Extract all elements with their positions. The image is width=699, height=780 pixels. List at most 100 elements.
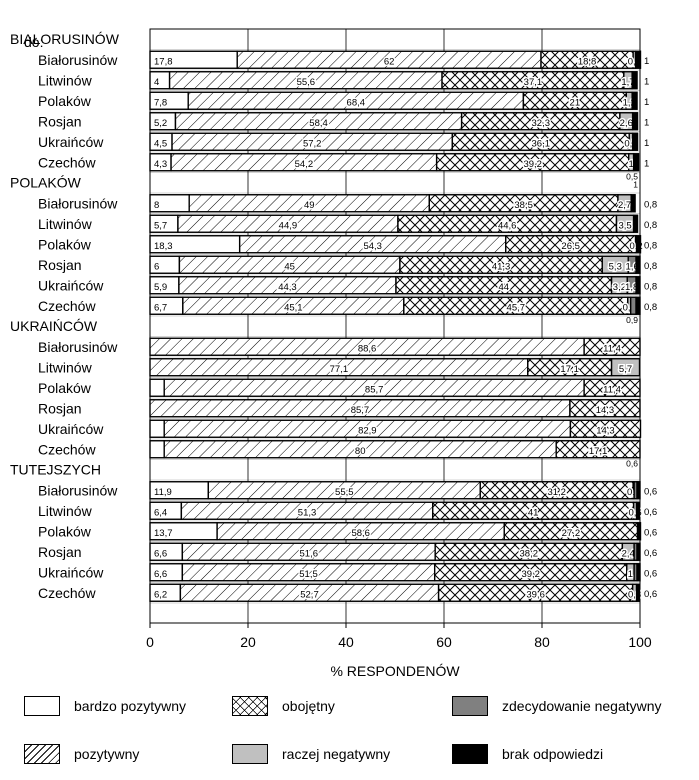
bar-segment <box>636 522 642 541</box>
segment-label: 4,5 <box>154 138 167 149</box>
bar-segment <box>631 132 639 151</box>
segment-label: 45,7 <box>507 302 526 313</box>
category-label: Litwinów <box>38 503 93 519</box>
legend-label: raczej negatywny <box>282 746 391 762</box>
right-label: 1 <box>644 97 649 108</box>
segment-label: 58,6 <box>351 528 370 539</box>
segment-label: 55,6 <box>297 77 316 88</box>
group-label: TUTEJSZYCH <box>10 462 101 478</box>
bar-segment <box>635 296 641 315</box>
category-label: Litwinów <box>38 359 93 375</box>
segment-label: 1 <box>629 159 634 170</box>
segment-label: 85,7 <box>365 384 384 395</box>
category-label: Polaków <box>38 93 92 109</box>
segment-label: 2,4 <box>622 548 635 559</box>
legend-swatch-dark-gray <box>452 696 488 716</box>
legend-item-raczej-negatywny: raczej negatywny <box>232 744 390 764</box>
segment-label: 6,7 <box>154 302 167 313</box>
x-tick-label: 80 <box>534 634 550 650</box>
segment-label: 41,3 <box>492 261 511 272</box>
x-tick-label: 0 <box>146 634 154 650</box>
segment-label: 14,3 <box>596 405 615 416</box>
segment-label: 11,4 <box>603 384 621 395</box>
segment-label: 37,1 <box>524 77 543 88</box>
legend-item-zdecydowanie-negatywny: zdecydowanie negatywny <box>452 696 662 716</box>
segment-label: 80 <box>355 446 366 457</box>
right-label: 1 <box>644 158 649 169</box>
right-label: 0,6 <box>644 486 657 497</box>
segment-label: 51,6 <box>300 548 319 559</box>
segment-label: 5,2 <box>154 118 167 129</box>
segment-label: 57,2 <box>303 138 322 149</box>
segment-label: 11,9 <box>154 487 172 498</box>
segment-label: 38,2 <box>520 548 539 559</box>
segment-label: 85,7 <box>351 405 370 416</box>
segment-label: 52,7 <box>300 589 319 600</box>
x-tick-label: 60 <box>436 634 452 650</box>
segment-label: 18,8 <box>578 56 597 67</box>
category-label: Białorusinów <box>38 482 118 498</box>
segment-label: 77,1 <box>330 364 349 375</box>
segment-label: 68,4 <box>347 97 366 108</box>
bar-segment <box>555 440 641 459</box>
segment-label: 39,2 <box>521 569 540 580</box>
segment-label: 5,9 <box>154 282 167 293</box>
bar-segment <box>632 153 640 172</box>
corner-label: 0,5 <box>626 172 638 182</box>
bar-segment <box>636 481 641 500</box>
segment-label: 6,4 <box>154 507 167 518</box>
segment-label: 88,6 <box>358 343 377 354</box>
bar-segment <box>149 378 165 397</box>
legend-item-obojetny: obojętny <box>232 696 335 716</box>
segment-label: 45 <box>284 261 295 272</box>
segment-label: 32,3 <box>532 118 551 129</box>
segment-label: 17,1 <box>589 446 608 457</box>
right-label: 1 <box>644 76 649 87</box>
chart-header-label: do: <box>24 34 43 50</box>
segment-label: 44,3 <box>278 282 297 293</box>
category-label: Ukraińców <box>38 564 104 580</box>
segment-label: 6 <box>154 261 159 272</box>
segment-label: 2,7 <box>618 200 631 211</box>
category-label: Czechów <box>38 154 96 170</box>
bar-segment <box>634 50 642 69</box>
legend-swatch-black <box>452 744 488 764</box>
legend-item-pozytywny: pozytywny <box>24 744 139 764</box>
segment-label: 51,5 <box>299 569 318 580</box>
x-axis-label: % RESPONDENÓW <box>330 663 460 679</box>
bar-segment <box>149 419 165 438</box>
bar-segment <box>149 71 171 90</box>
bar-segment <box>635 255 641 274</box>
segment-label: 54,2 <box>295 159 314 170</box>
bar-segment <box>635 276 641 295</box>
group-label: BIAŁORUSINÓW <box>10 31 120 47</box>
bar-segment <box>569 419 642 438</box>
corner-label: 0,9 <box>626 315 638 325</box>
legend-item-bardzo-pozytywny: bardzo pozytywny <box>24 696 186 716</box>
segment-label: 13,7 <box>154 528 173 539</box>
x-tick-label: 40 <box>338 634 354 650</box>
bar-segment <box>610 358 641 377</box>
category-label: Ukraińców <box>38 134 104 150</box>
right-label: 0,8 <box>644 281 657 292</box>
legend-swatch-crosshatch <box>232 696 268 716</box>
right-label: 0,6 <box>644 527 657 538</box>
segment-label: 44,9 <box>279 220 298 231</box>
bar-segment <box>631 91 638 110</box>
category-label: Ukraińców <box>38 277 104 293</box>
legend-label: obojętny <box>282 698 335 714</box>
right-label: 0,8 <box>644 240 657 251</box>
bar-segment <box>149 440 165 459</box>
bar-segment <box>583 337 641 356</box>
category-label: Czechów <box>38 585 96 601</box>
right-label: 0,8 <box>644 220 657 231</box>
category-label: Białorusinów <box>38 195 118 211</box>
segment-label: 26,5 <box>561 241 580 252</box>
category-label: Litwinów <box>38 72 93 88</box>
segment-label: 36,1 <box>532 138 551 149</box>
segment-label: 3,2 <box>613 282 626 293</box>
segment-label: 54,3 <box>363 241 382 252</box>
segment-label: 39,6 <box>526 589 545 600</box>
category-label: Rosjan <box>38 400 82 416</box>
